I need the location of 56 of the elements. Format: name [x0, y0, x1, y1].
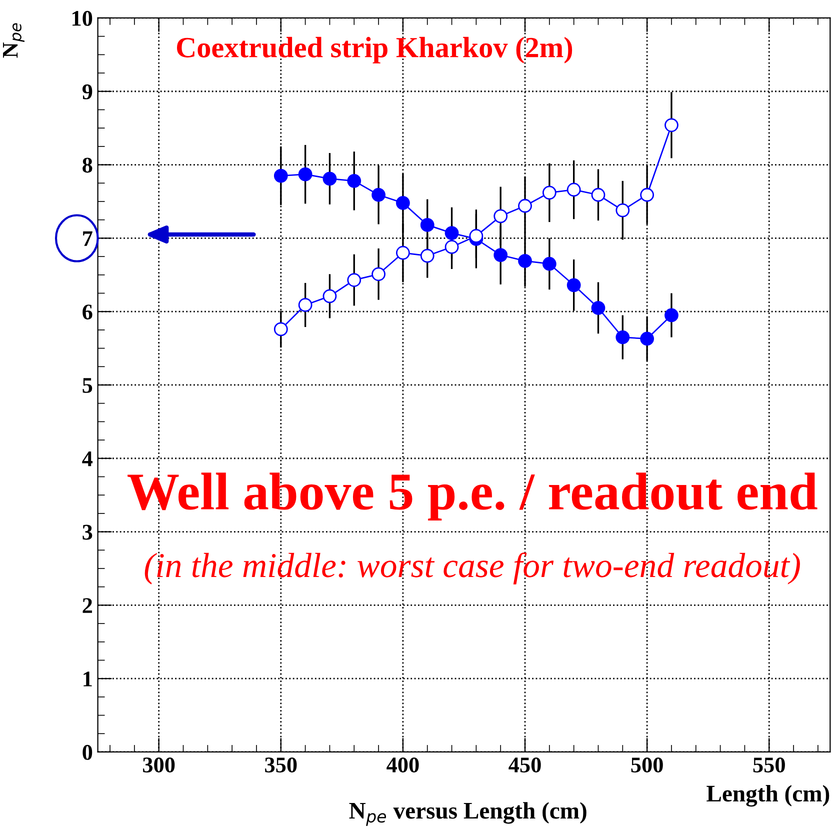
point [591, 300, 606, 315]
point [640, 332, 654, 346]
x-tick-label: 350 [265, 757, 297, 772]
point [420, 218, 434, 232]
point [591, 188, 606, 202]
point [469, 229, 484, 243]
x-tick-label: 500 [631, 757, 663, 772]
point [542, 256, 556, 271]
y-tick-label: 7 [83, 231, 92, 246]
point [372, 267, 386, 282]
point [396, 246, 410, 260]
point [664, 118, 678, 132]
point [298, 167, 312, 182]
x-tick-label: 550 [753, 757, 785, 772]
text: N$_{pe}$ versus Length (cm) [349, 802, 586, 826]
annotation: Well above 5 p.e. / readout end [128, 472, 818, 521]
y-tick-label: 8 [82, 158, 92, 173]
point [347, 273, 362, 287]
point [322, 289, 337, 304]
point [518, 254, 532, 268]
x-tick-label: 450 [508, 757, 541, 772]
y-tick-label: 5 [82, 378, 92, 393]
point [616, 203, 630, 218]
point [444, 240, 459, 254]
point [372, 188, 386, 202]
point [347, 174, 362, 188]
point [298, 298, 312, 312]
y-tick-label: 9 [82, 84, 92, 100]
y-tick-label: 4 [82, 451, 93, 466]
y-tick-label: 6 [82, 304, 92, 320]
y-tick-label: 1 [84, 672, 92, 686]
point [444, 226, 459, 240]
point [616, 330, 630, 344]
y-tick-label: 0 [82, 744, 92, 760]
point [494, 248, 508, 262]
point [664, 308, 678, 322]
point [396, 196, 410, 210]
point [494, 209, 508, 224]
y-axis-title: N$_{pe}$ [3, 23, 24, 58]
point [566, 278, 581, 292]
point [420, 248, 434, 263]
point [274, 168, 288, 183]
point [322, 172, 337, 186]
point [566, 182, 581, 197]
point [640, 188, 654, 202]
y-tick-label: 10 [72, 10, 92, 26]
y-tick-label: 2 [82, 598, 92, 613]
x-tick-label: 400 [386, 757, 419, 772]
x-axis-title: Length (cm) [706, 785, 830, 807]
point [274, 322, 288, 336]
x-tick-label: 300 [143, 757, 175, 772]
annotation: (in the middle: worst case for two-end readout) [144, 552, 800, 584]
annotation: Coextruded strip Kharkov (2m) [176, 36, 572, 64]
y-tick-label: 3 [82, 524, 92, 540]
point [518, 198, 532, 213]
point [542, 186, 556, 200]
